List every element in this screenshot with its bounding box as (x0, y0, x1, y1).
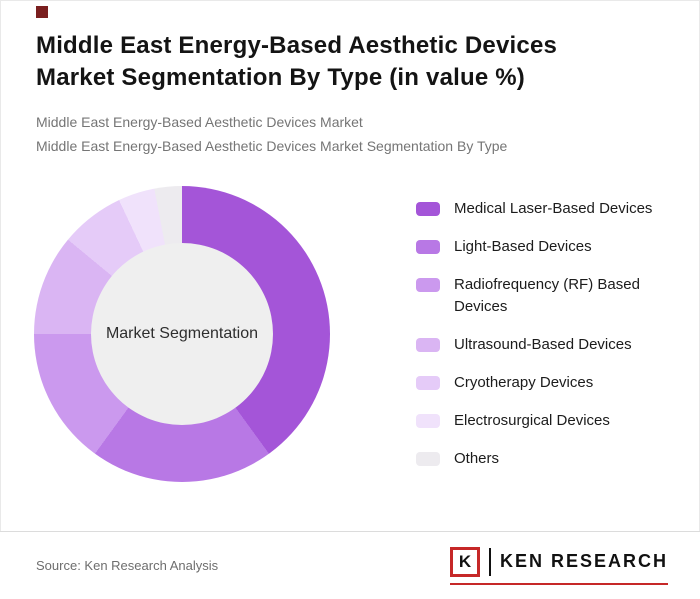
subtitle-line-2: Middle East Energy-Based Aesthetic Devic… (36, 137, 508, 154)
legend-swatch (416, 337, 440, 352)
footer: Source: Ken Research Analysis K KEN RESE… (0, 531, 700, 599)
legend-swatch (416, 451, 440, 466)
subtitle-line-1: Middle East Energy-Based Aesthetic Devic… (36, 113, 363, 130)
legend-swatch (416, 375, 440, 390)
logo-letter: K (458, 551, 472, 571)
legend-label: Medical Laser-Based Devices (454, 199, 653, 217)
legend-swatch (416, 239, 440, 254)
accent-square (36, 6, 48, 18)
legend-item: Medical Laser-Based Devices (416, 198, 656, 220)
chart-legend: Medical Laser-Based Devices Light-Based … (416, 198, 656, 486)
legend-item: Electrosurgical Devices (416, 410, 656, 432)
legend-item: Radiofrequency (RF) Based Devices (416, 274, 656, 318)
donut-center: Market Segmentation (91, 242, 273, 425)
ken-research-logo-mark-icon: K (449, 546, 480, 577)
legend-label: Radiofrequency (RF) Based Devices (454, 275, 640, 315)
logo-wordmark: KEN RESEARCH (499, 551, 668, 571)
legend-label: Others (454, 449, 500, 467)
donut-chart: Market Segmentation (34, 185, 330, 482)
ken-research-logo: K KEN RESEARCH (449, 546, 668, 585)
legend-item: Light-Based Devices (416, 236, 656, 258)
donut-center-label: Market Segmentation (105, 324, 259, 342)
legend-label: Electrosurgical Devices (454, 411, 610, 429)
legend-swatch (416, 201, 440, 216)
page-title: Middle East Energy-Based Aesthetic Devic… (36, 32, 558, 92)
legend-swatch (416, 277, 440, 292)
legend-label: Light-Based Devices (454, 237, 592, 255)
legend-item: Others (416, 448, 656, 470)
subtitle-block: Middle East Energy-Based Aesthetic Devic… (36, 113, 664, 156)
legend-label: Ultrasound-Based Devices (454, 335, 632, 353)
legend-item: Ultrasound-Based Devices (416, 334, 656, 356)
legend-item: Cryotherapy Devices (416, 372, 656, 394)
logo-divider (488, 547, 491, 576)
chart-area: Market Segmentation Medical Laser-Based … (34, 185, 700, 486)
source-note: Source: Ken Research Analysis (36, 558, 219, 573)
legend-swatch (416, 413, 440, 428)
legend-label: Cryotherapy Devices (454, 373, 594, 391)
